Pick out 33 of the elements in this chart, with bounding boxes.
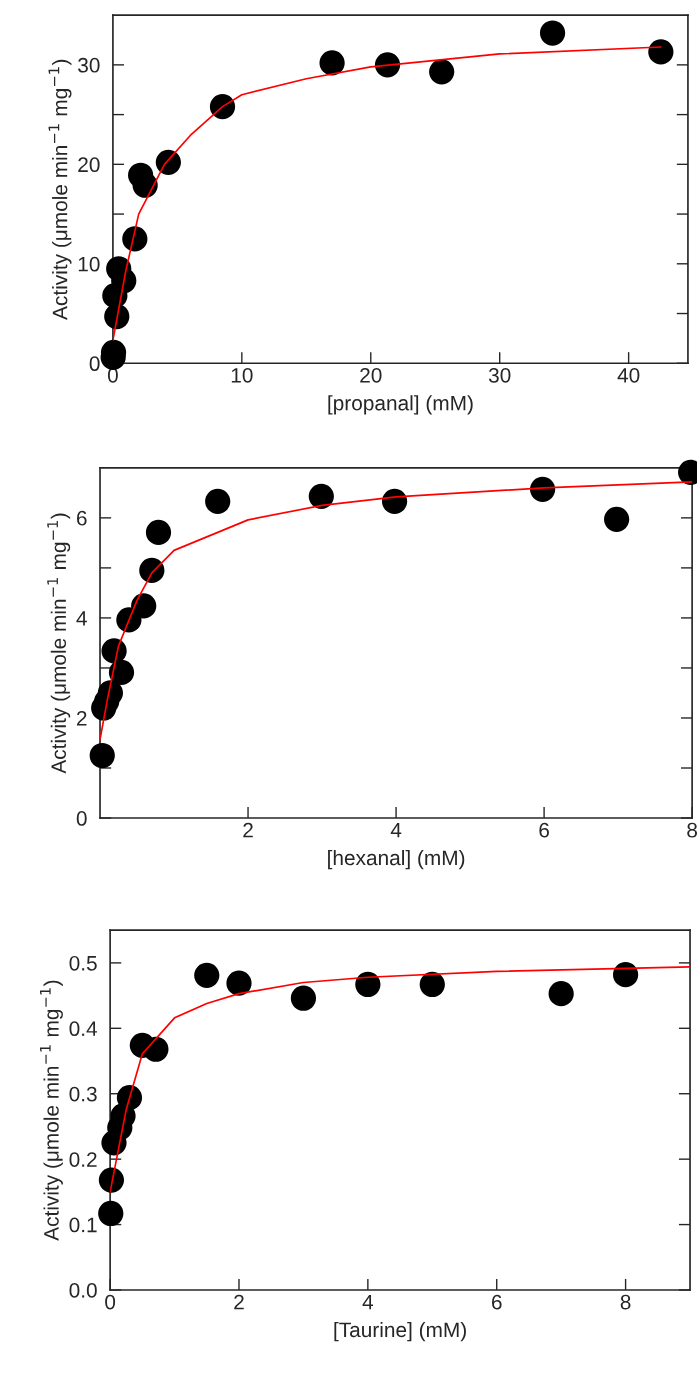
x-axis-title: [propanal] (mM) — [328, 395, 473, 415]
x-tick-label: 2 — [234, 1294, 244, 1310]
y-tick-label: 0.2 — [69, 1152, 97, 1167]
x-tick-label: 4 — [390, 822, 402, 838]
y-axis-title: Activity (μmole min$^{−1}$ mg$^{−1}$) — [39, 980, 63, 1241]
x-axis-title: [Taurine] (mM) — [334, 1321, 466, 1342]
y-tick-label: 2 — [76, 710, 87, 726]
y-tick-label: 0.0 — [69, 1283, 97, 1298]
y-tick-label: 0 — [76, 811, 87, 826]
x-tick-label: 8 — [620, 1294, 631, 1310]
x-tick-label: 6 — [539, 822, 549, 838]
x-tick-label: 0 — [105, 1294, 116, 1310]
x-tick-label: 8 — [687, 822, 697, 838]
x-tick-label: 40 — [617, 367, 640, 383]
y-tick-label: 10 — [78, 256, 100, 272]
x-tick-label: 6 — [491, 1294, 502, 1310]
y-axis-title: Activity (μmole min$^{−1}$ mg$^{−1}$) — [47, 513, 71, 774]
y-tick-label: 20 — [78, 157, 100, 173]
x-tick-label: 10 — [231, 367, 253, 383]
x-axis-title: [hexanal] (mM) — [328, 849, 465, 870]
y-tick-label: 0.4 — [69, 1021, 98, 1037]
y-axis-title: Activity (μmole min$^{−1}$ mg$^{−1}$) — [48, 59, 72, 320]
y-tick-label: 6 — [76, 510, 87, 526]
y-tick-label: 0.1 — [69, 1217, 97, 1233]
x-tick-label: 2 — [243, 822, 253, 838]
y-tick-label: 4 — [76, 611, 87, 626]
x-tick-label: 20 — [360, 367, 382, 383]
y-tick-label: 0 — [89, 356, 100, 372]
y-tick-label: 0.5 — [69, 955, 97, 971]
y-tick-label: 30 — [78, 57, 100, 73]
x-tick-label: 30 — [488, 367, 511, 383]
x-tick-label: 4 — [362, 1294, 374, 1310]
y-tick-label: 0.3 — [69, 1086, 97, 1102]
